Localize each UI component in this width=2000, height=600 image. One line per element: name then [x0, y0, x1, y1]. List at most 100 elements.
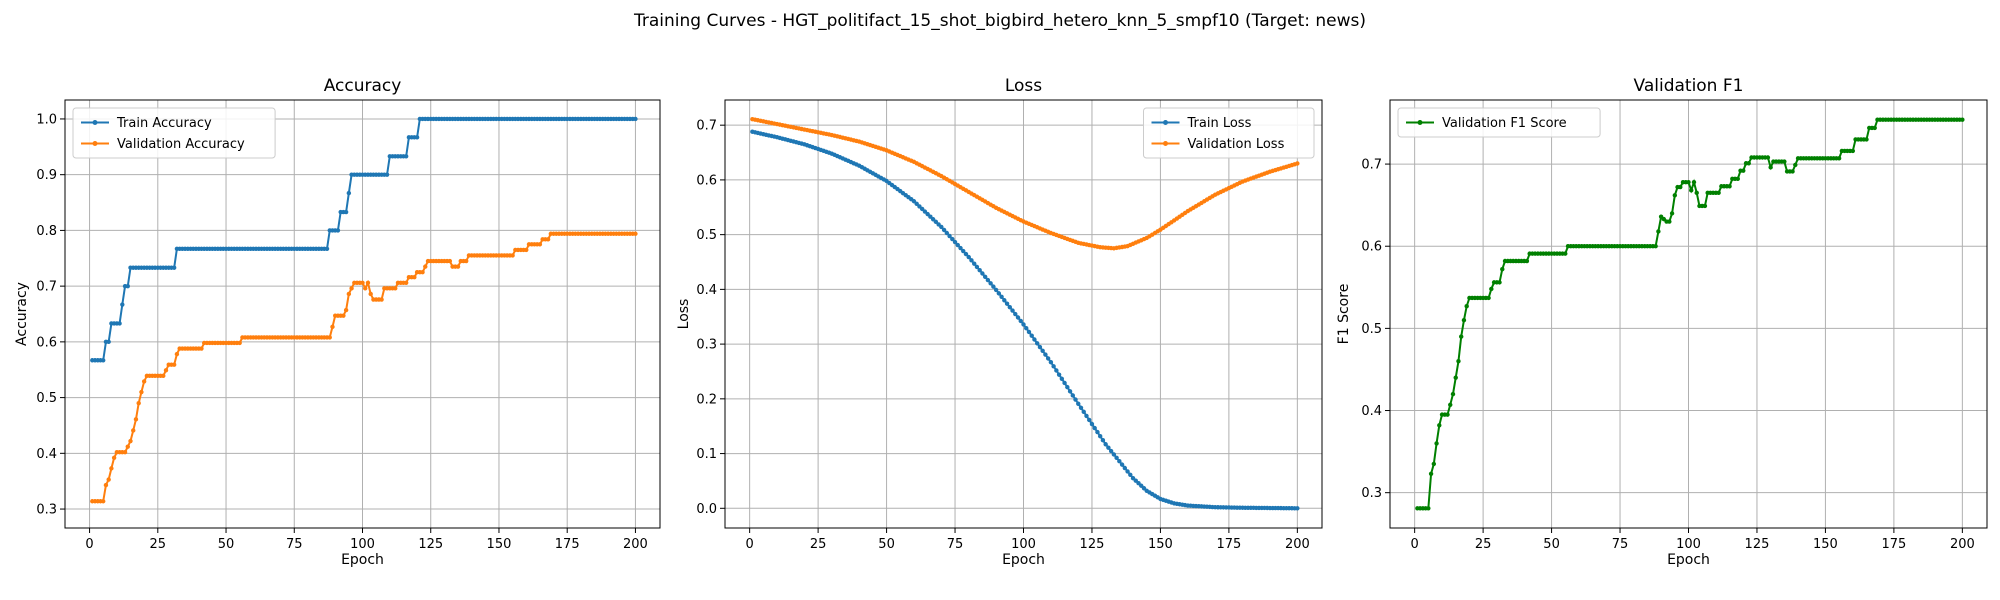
f1-legend-box — [1397, 107, 1601, 138]
loss-data-point — [1087, 417, 1092, 423]
accuracy-data-point — [131, 428, 136, 433]
loss-data-point — [1081, 409, 1086, 415]
loss-data-point — [963, 251, 969, 257]
accuracy-data-point — [133, 417, 139, 422]
loss-ylabel: Loss — [676, 299, 692, 330]
accuracy-series-markers-1 — [90, 231, 638, 504]
accuracy-data-point — [199, 346, 204, 351]
accuracy-legend: Train Accuracy Validation Accuracy — [72, 107, 276, 159]
loss-series-markers-0 — [750, 129, 1300, 511]
accuracy-data-point — [464, 258, 469, 264]
loss-data-point — [1108, 448, 1114, 454]
accuracy-data-point — [423, 264, 428, 269]
accuracy-data-point — [111, 455, 117, 460]
loss-data-point — [974, 264, 980, 270]
accuracy-data-point — [139, 389, 144, 395]
f1-data-point — [1497, 280, 1502, 285]
loss-data-point — [911, 199, 917, 204]
loss-data-point — [1114, 455, 1119, 461]
loss-data-point — [961, 248, 966, 254]
accuracy-data-point — [633, 231, 638, 236]
accuracy-data-point — [136, 400, 141, 406]
accuracy-ytick-label: 1.0 — [36, 112, 57, 127]
loss-data-point — [936, 222, 941, 227]
loss-data-point — [941, 227, 947, 233]
f1-series-markers-0 — [1415, 117, 1965, 511]
loss-title: Loss — [1005, 76, 1042, 96]
loss-data-point — [947, 233, 952, 239]
loss-data-point — [999, 294, 1004, 300]
accuracy-legend-marker — [92, 120, 98, 125]
accuracy-xtick-label: 200 — [623, 537, 648, 552]
accuracy-data-point — [346, 190, 352, 196]
loss-data-point — [1029, 333, 1034, 338]
f1-data-point — [1672, 193, 1678, 198]
loss-data-point — [939, 224, 944, 230]
accuracy-data-point — [174, 351, 180, 357]
f1-data-point — [1431, 461, 1437, 467]
loss-data-point — [977, 268, 982, 273]
f1-legend-marker — [1417, 120, 1423, 125]
loss-data-point — [1117, 459, 1122, 464]
f1-xtick-label: 125 — [1745, 537, 1770, 552]
loss-data-point — [1097, 433, 1103, 439]
loss-legend-marker — [1163, 141, 1168, 146]
f1-data-point — [1836, 156, 1842, 161]
f1-data-point — [1686, 179, 1691, 185]
loss-legend-marker — [1163, 120, 1168, 125]
f1-data-point — [1563, 251, 1568, 256]
accuracy-xtick-label: 125 — [418, 537, 443, 552]
accuracy-xtick-label: 25 — [150, 537, 167, 552]
accuracy-data-point — [171, 362, 177, 367]
f1-data-point — [1450, 391, 1456, 397]
loss-data-point — [933, 219, 939, 225]
loss-data-point — [993, 287, 999, 293]
accuracy-data-point — [125, 283, 130, 289]
loss-ytick-label: 0.7 — [696, 119, 717, 134]
loss-data-point — [991, 284, 996, 289]
loss-xtick-label: 150 — [1148, 537, 1173, 552]
f1-data-point — [1524, 258, 1530, 264]
accuracy-xtick-label: 100 — [350, 537, 375, 552]
accuracy-legend-label: Validation Accuracy — [117, 137, 245, 152]
accuracy-data-point — [455, 264, 461, 269]
loss-data-point — [1128, 472, 1133, 477]
accuracy-data-point — [510, 253, 515, 258]
f1-xtick-label: 50 — [1543, 537, 1560, 552]
f1-data-point — [1667, 219, 1672, 224]
accuracy-xlabel: Epoch — [341, 552, 384, 568]
f1-data-point — [1456, 359, 1461, 364]
f1-data-point — [1486, 295, 1491, 301]
f1-data-point — [1461, 317, 1467, 323]
accuracy-data-point — [384, 172, 390, 177]
loss-data-point — [1065, 384, 1070, 390]
loss-data-point — [1295, 506, 1300, 511]
accuracy-data-point — [106, 339, 111, 345]
f1-data-point — [1850, 148, 1856, 154]
f1-xtick-label: 25 — [1475, 537, 1492, 552]
loss-data-point — [922, 209, 928, 214]
loss-data-point — [1040, 348, 1045, 354]
loss-data-point — [1048, 359, 1054, 365]
f1-ytick-label: 0.7 — [1361, 158, 1382, 173]
loss-data-point — [950, 236, 955, 242]
accuracy-data-point — [125, 444, 130, 449]
loss-data-point — [1032, 337, 1037, 342]
f1-axes-frame — [1389, 99, 1988, 529]
loss-data-point — [996, 291, 1002, 296]
accuracy-ytick-label: 0.4 — [36, 447, 57, 462]
loss-data-point — [1078, 405, 1084, 411]
accuracy-ylabel: Accuracy — [14, 282, 30, 346]
accuracy-data-point — [117, 321, 122, 326]
loss-xtick-label: 25 — [810, 537, 827, 552]
accuracy-data-point — [633, 116, 638, 122]
accuracy-data-point — [101, 358, 106, 363]
loss-legend-box — [1143, 107, 1315, 159]
loss-data-point — [1043, 352, 1048, 357]
loss-data-point — [985, 277, 991, 283]
loss-data-point — [980, 271, 985, 276]
accuracy-data-point — [161, 373, 166, 379]
f1-data-point — [1782, 159, 1787, 164]
f1-title: Validation F1 — [1634, 76, 1744, 96]
f1-ytick-label: 0.5 — [1361, 322, 1382, 337]
